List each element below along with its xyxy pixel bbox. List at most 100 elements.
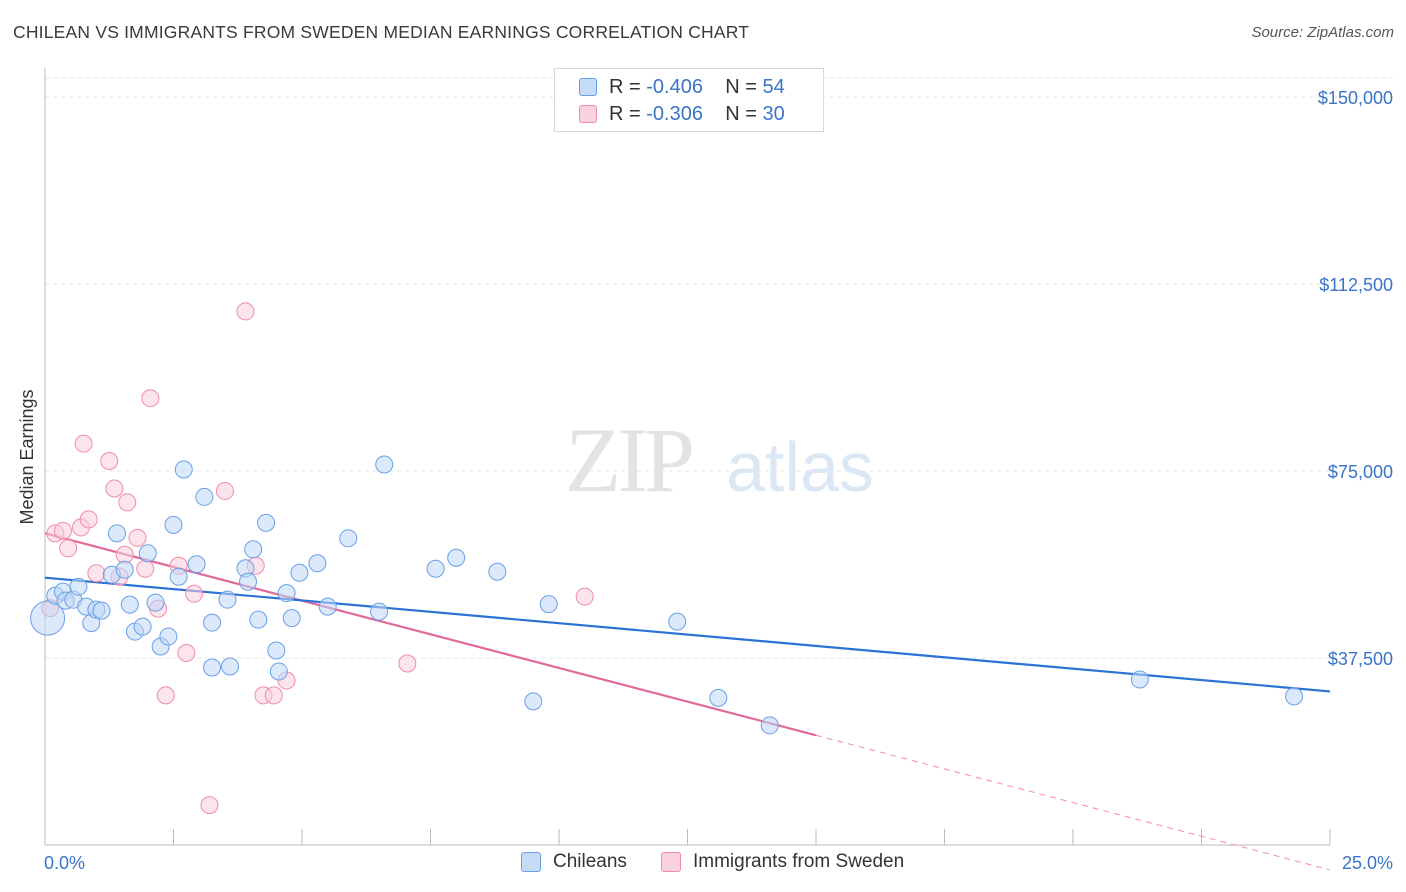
point-chileans <box>339 529 358 548</box>
point-chileans <box>169 567 188 586</box>
point-chileans <box>308 554 327 573</box>
bottom-swatch-sweden <box>661 852 681 872</box>
point-chileans <box>203 613 222 632</box>
y-tick-label: $37,500 <box>1328 649 1393 669</box>
point-chileans <box>239 572 258 591</box>
trend-lines <box>44 532 1331 871</box>
point-chileans <box>203 658 222 677</box>
point-chileans <box>221 657 240 676</box>
point-chileans <box>447 548 466 567</box>
point-sweden <box>264 686 283 705</box>
point-chileans <box>187 555 206 574</box>
point-chileans <box>146 593 165 612</box>
point-chileans <box>539 595 558 614</box>
point-chileans <box>159 627 178 646</box>
watermark: ZIP atlas <box>565 409 874 511</box>
y-axis-label: Median Earnings <box>17 389 37 524</box>
point-sweden <box>118 493 137 512</box>
watermark-zip: ZIP <box>565 409 692 511</box>
point-chileans <box>195 487 214 506</box>
point-chileans <box>257 513 276 532</box>
point-chileans <box>244 540 263 559</box>
watermark-atlas: atlas <box>726 428 874 506</box>
point-chileans <box>133 617 152 636</box>
point-chileans <box>120 595 139 614</box>
point-chileans <box>760 716 779 735</box>
legend-n-label: N = <box>725 75 757 98</box>
bottom-label-chileans: Chileans <box>553 851 627 872</box>
point-chileans <box>115 560 134 579</box>
point-sweden <box>59 539 78 558</box>
point-sweden <box>74 434 93 453</box>
point-chileans <box>1130 670 1149 689</box>
point-chileans <box>249 610 268 629</box>
legend-n-label: N = <box>725 102 757 125</box>
bottom-legend-chileans: Chileans <box>521 851 627 873</box>
point-chileans <box>174 460 193 479</box>
point-sweden <box>398 654 417 673</box>
point-chileans <box>92 601 111 620</box>
bottom-legend-sweden: Immigrants from Sweden <box>661 851 904 873</box>
point-sweden <box>156 686 175 705</box>
point-chileans <box>277 584 296 603</box>
point-chileans <box>218 590 237 609</box>
point-chileans <box>318 597 337 616</box>
point-sweden <box>79 510 98 529</box>
legend-r-label: R = <box>609 102 641 125</box>
legend-row-chileans: R = -0.406 N = 54 <box>579 75 785 99</box>
point-chileans <box>370 602 389 621</box>
correlation-legend: R = -0.406 N = 54 R = -0.306 N = 30 <box>554 68 824 132</box>
point-sweden <box>136 559 155 578</box>
point-chileans <box>375 455 394 474</box>
point-sweden <box>115 545 134 564</box>
point-sweden <box>128 528 147 547</box>
trend-line-chileans <box>44 576 1331 693</box>
point-sweden <box>200 796 219 815</box>
point-chileans <box>290 563 309 582</box>
point-chileans <box>69 577 88 596</box>
point-chileans <box>269 662 288 681</box>
point-sweden <box>185 584 204 603</box>
point-sweden <box>575 587 594 606</box>
axes <box>44 68 1331 846</box>
source-label: Source: ZipAtlas.com <box>1251 24 1394 41</box>
point-sweden <box>177 644 196 663</box>
point-chileans <box>282 609 301 628</box>
point-chileans <box>668 612 687 631</box>
legend-swatch-sweden <box>579 105 597 123</box>
bottom-swatch-chileans <box>521 852 541 872</box>
point-chileans <box>709 688 728 707</box>
x-tick-label: 25.0% <box>1342 853 1393 873</box>
point-sweden <box>53 521 72 540</box>
point-sweden <box>236 302 255 321</box>
point-sweden <box>100 452 119 471</box>
data-points <box>30 302 1304 815</box>
point-sweden <box>141 389 160 408</box>
point-chileans <box>267 641 286 660</box>
point-chileans <box>164 515 183 534</box>
legend-n-value: 30 <box>762 102 785 125</box>
legend-swatch-chileans <box>579 78 597 96</box>
point-chileans <box>488 562 507 581</box>
point-chileans <box>138 544 157 563</box>
trend-line-sweden-extension <box>815 734 1331 871</box>
point-sweden <box>105 479 124 498</box>
legend-n-value: 54 <box>762 75 785 98</box>
chart-title: CHILEAN VS IMMIGRANTS FROM SWEDEN MEDIAN… <box>13 22 750 42</box>
legend-row-sweden: R = -0.306 N = 30 <box>579 102 785 126</box>
y-tick-label: $75,000 <box>1328 462 1393 482</box>
point-chileans <box>107 524 126 543</box>
point-chileans <box>1285 687 1304 706</box>
point-sweden <box>87 564 106 583</box>
y-tick-label: $112,500 <box>1319 275 1393 295</box>
point-chileans <box>426 559 445 578</box>
point-chileans <box>524 692 543 711</box>
x-tick-label: 0.0% <box>44 853 85 873</box>
bottom-label-sweden: Immigrants from Sweden <box>693 851 905 872</box>
y-tick-label: $150,000 <box>1318 88 1393 108</box>
point-sweden <box>215 481 234 500</box>
point-chileans <box>30 600 66 636</box>
legend-r-value: -0.406 <box>646 75 703 98</box>
tick-labels: $37,500 $75,000 $112,500 $150,000 0.0% 25.0% <box>44 88 1393 873</box>
